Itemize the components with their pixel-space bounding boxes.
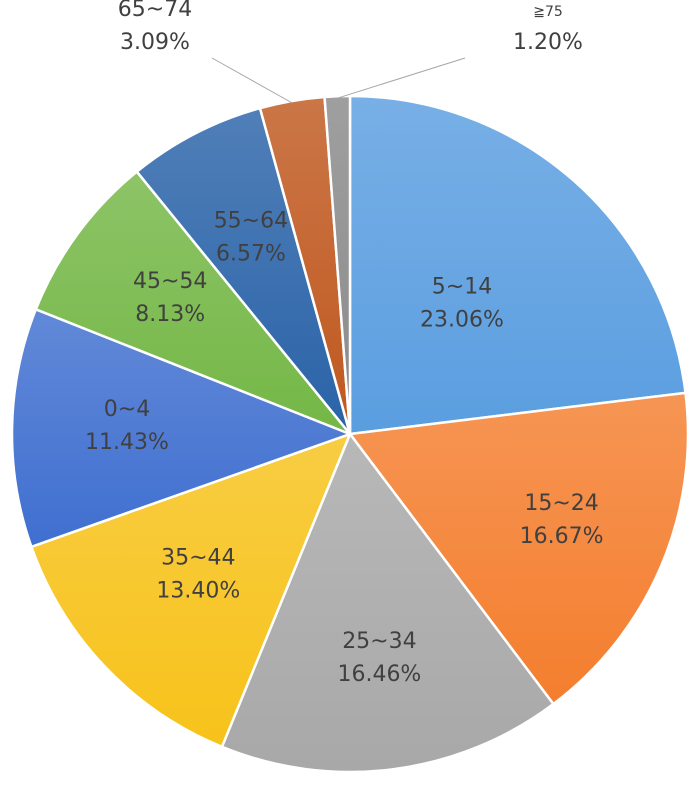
slice-5	[34, 170, 352, 436]
slice-category-label: 35~44	[161, 546, 235, 571]
slice-8	[323, 94, 352, 436]
slice-percent-label: 23.06%	[420, 307, 504, 332]
slice-2	[220, 432, 555, 774]
slice-3	[30, 432, 352, 749]
slice-category-label: 65~74	[118, 0, 192, 22]
slice-percent-label: 13.40%	[156, 579, 240, 604]
slice-percent-label: 16.67%	[520, 524, 604, 549]
pie-slices	[10, 94, 690, 774]
slice-category-label: 55~64	[214, 209, 288, 234]
slice-4	[10, 308, 352, 549]
slice-category-label: 25~34	[342, 629, 416, 654]
slice-category-label: 45~54	[133, 269, 207, 294]
slice-category-label: 15~24	[524, 491, 598, 516]
slice-percent-label: 16.46%	[337, 662, 421, 687]
slice-percent-label: 11.43%	[85, 430, 169, 455]
slice-labels: 5~14 23.06% 15~24 16.67% 25~34 16.46% 35~44 13.…	[85, 0, 603, 687]
leader-line-8	[337, 57, 466, 99]
leader-lines	[211, 57, 466, 104]
slice-percent-label: 8.13%	[135, 302, 205, 327]
leader-line-7	[211, 57, 293, 104]
slice-percent-label: 3.09%	[120, 30, 190, 55]
slice-category-label: ≧75	[533, 4, 563, 20]
slice-0	[348, 94, 687, 436]
slice-percent-label: 1.20%	[513, 30, 583, 55]
slice-category-label: 0~4	[104, 397, 150, 422]
slice-percent-label: 6.57%	[216, 242, 286, 267]
slice-1	[348, 391, 690, 706]
slice-category-label: 5~14	[432, 274, 492, 299]
slice-6	[135, 106, 352, 436]
